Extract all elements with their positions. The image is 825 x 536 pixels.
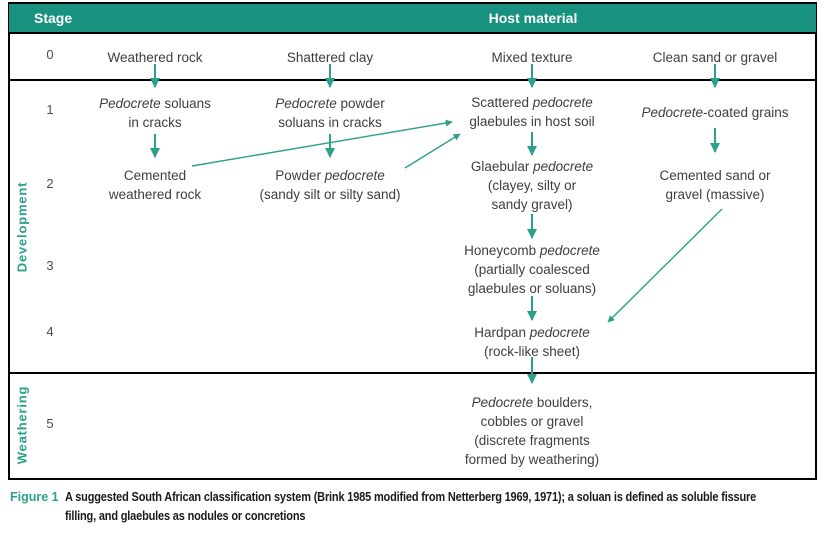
stage-number-3: 3 [46, 258, 54, 273]
node-line: weathered rock [108, 187, 202, 202]
node-glaebular-pedocrete: Glaebular pedocrete (clayey, silty or sa… [471, 157, 593, 214]
weathering-divider [8, 372, 817, 374]
node-scattered-glaebules: Scattered pedocrete glaebules in host so… [469, 93, 594, 131]
node-hardpan-pedocrete: Hardpan pedocrete (rock-like sheet) [474, 323, 590, 361]
figure-caption: Figure 1 A suggested South African class… [10, 488, 825, 526]
table-bottom-border [8, 478, 817, 480]
caption-line-1: A suggested South African classification… [64, 490, 756, 504]
node-pedocrete-coated-grains: Pedocrete-coated grains [641, 103, 788, 122]
node-line: formed by weathering) [464, 452, 600, 467]
node-line: glaebules in host soil [469, 114, 595, 129]
node-cemented-sand-gravel: Cemented sand or gravel (massive) [659, 166, 770, 204]
node-line: (discrete fragments [474, 433, 590, 448]
table-left-border [8, 2, 10, 480]
caption-line-2: filling, and glaebules as nodules or con… [64, 509, 305, 523]
node-pedocrete-boulders: Pedocrete boulders, cobbles or gravel (d… [465, 393, 599, 469]
node-line: Pedocrete boulders, [471, 395, 593, 410]
node-weathered-rock: Weathered rock [107, 50, 203, 65]
node-line: (sandy silt or silty sand) [259, 187, 401, 202]
node-clean-sand-gravel: Clean sand or gravel [652, 50, 778, 65]
node-line: gravel (massive) [665, 187, 765, 202]
stage0-divider [8, 79, 817, 81]
node-line: in cracks [128, 115, 182, 130]
node-shattered-clay: Shattered clay [286, 50, 374, 65]
stage-number-4: 4 [46, 324, 54, 339]
node-line: soluans in cracks [278, 115, 382, 130]
stage-number-1: 1 [46, 102, 54, 117]
node-line: Powder pedocrete [275, 168, 385, 183]
node-line: Hardpan pedocrete [474, 325, 590, 340]
node-line: (clayey, silty or [487, 178, 577, 193]
stage-number-5: 5 [46, 416, 54, 431]
node-line: sandy gravel) [491, 197, 573, 212]
node-line: Scattered pedocrete [471, 95, 593, 110]
node-cemented-weathered-rock: Cemented weathered rock [109, 166, 201, 204]
node-line: (partially coalesced [474, 262, 590, 277]
node-line: (rock-like sheet) [483, 344, 581, 359]
node-pedocrete-powder-soluans: Pedocrete powder soluans in cracks [275, 94, 385, 132]
node-line: Honeycomb pedocrete [464, 243, 600, 258]
arrow-cemented-sand-to-hardpan [607, 208, 723, 323]
header-host-material-label: Host material [488, 10, 578, 26]
node-pedocrete-soluans: Pedocrete soluans in cracks [99, 94, 211, 132]
node-line: Cemented [123, 168, 187, 183]
figure-caption-label: Figure 1 [10, 490, 59, 504]
node-line: Cemented sand or [659, 168, 771, 183]
stage-number-2: 2 [46, 176, 54, 191]
table-header-bar: Stage Host material [9, 4, 816, 32]
node-line: Pedocrete soluans [99, 96, 211, 111]
development-section-label: Development [14, 181, 30, 273]
node-line: Glaebular pedocrete [470, 159, 594, 174]
node-line: Pedocrete powder [275, 96, 385, 111]
node-line: glaebules or soluans) [467, 281, 597, 296]
header-stage-label: Stage [34, 10, 73, 26]
weathering-section-label: Weathering [14, 385, 30, 465]
arrow-powder-pedocrete-to-scattered-glaebules [404, 133, 461, 169]
node-line: cobbles or gravel [480, 414, 584, 429]
node-powder-pedocrete: Powder pedocrete (sandy silt or silty sa… [259, 166, 400, 204]
header-bottom-border [8, 32, 817, 34]
figure-caption-text: A suggested South African classification… [65, 488, 756, 526]
table-right-border [815, 2, 817, 480]
node-line: Pedocrete-coated grains [641, 105, 789, 120]
table-top-border [8, 2, 817, 4]
stage-number-0: 0 [46, 47, 54, 62]
node-mixed-texture: Mixed texture [491, 50, 573, 65]
node-honeycomb-pedocrete: Honeycomb pedocrete (partially coalesced… [464, 241, 600, 298]
